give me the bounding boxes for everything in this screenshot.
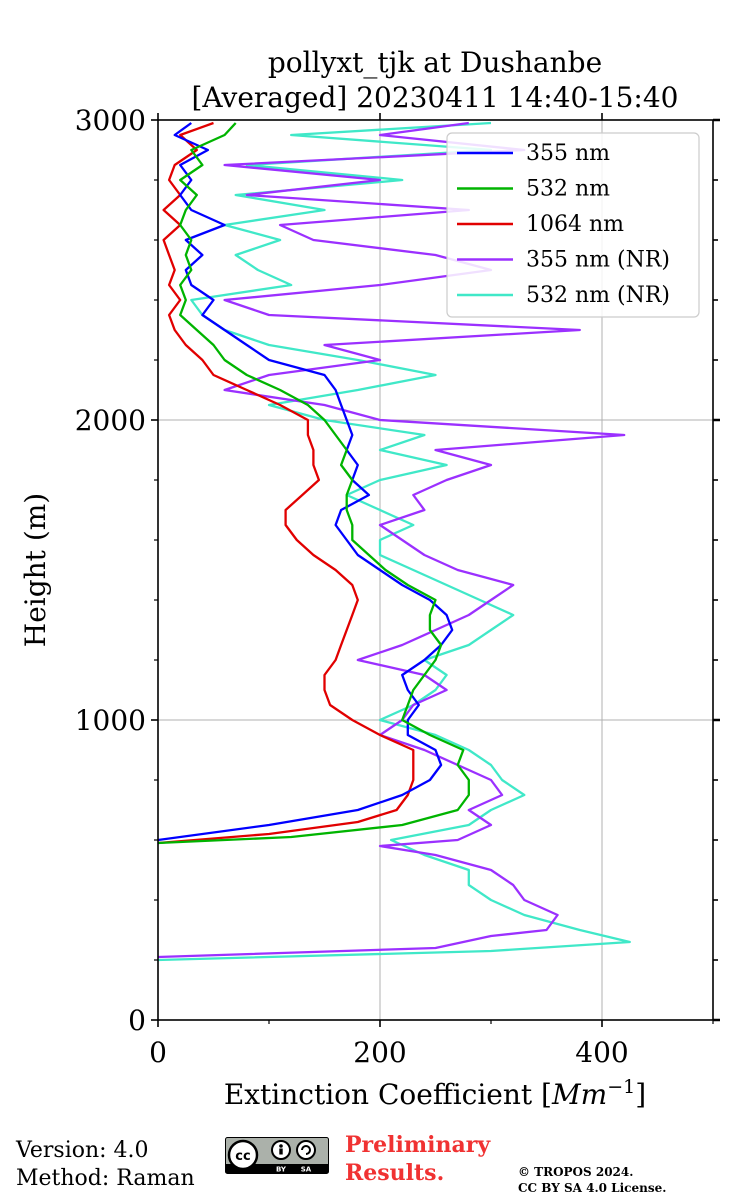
series-line-532-nm [158, 122, 470, 845]
extinction-profile-chart: pollyxt_tjk at Dushanbe [Averaged] 20230… [19, 46, 720, 1111]
legend-label: 1064 nm [526, 212, 624, 237]
legend-label: 532 nm [526, 177, 610, 202]
legend-box [446, 132, 700, 318]
x-tick-label: 400 [575, 1036, 628, 1069]
axes-frame [157, 119, 714, 1021]
series-line-1064-nm [158, 121, 415, 845]
axis-ticks: 0 200 400 0 1000 2000 3000 [75, 104, 720, 1069]
svg-text:BY: BY [276, 1166, 287, 1174]
y-tick-label: 0 [128, 1004, 146, 1037]
legend-label: 355 nm (NR) [526, 248, 670, 273]
x-tick-label: 200 [353, 1036, 406, 1069]
chart-title-line1: pollyxt_tjk at Dushanbe [268, 46, 602, 79]
series-line-355-nm [158, 122, 454, 842]
x-tick-label: 0 [149, 1036, 167, 1069]
x-axis-label-unit: Mm [551, 1078, 607, 1111]
svg-text:SA: SA [301, 1166, 312, 1174]
results-label: Results. [345, 1160, 445, 1186]
x-axis-label-exponent: −1 [607, 1076, 635, 1098]
legend-label: 355 nm [526, 141, 610, 166]
copyright-text: © TROPOS 2024. [518, 1165, 634, 1179]
chart-title-line2: [Averaged] 20230411 14:40-15:40 [192, 81, 679, 114]
legend: 355 nm 532 nm 1064 nm 355 nm (NR) 532 nm (NR… [446, 132, 700, 318]
y-tick-label: 3000 [75, 104, 146, 137]
method-text: Method: Raman [16, 1166, 195, 1191]
y-axis-label: Height (m) [19, 493, 52, 647]
y-tick-label: 2000 [75, 404, 146, 437]
license-text: CC BY SA 4.0 License. [518, 1181, 667, 1195]
legend-label: 532 nm (NR) [526, 283, 670, 308]
cc-by-sa-icon: cc BY SA [225, 1137, 329, 1174]
chart-title: pollyxt_tjk at Dushanbe [Averaged] 20230… [192, 46, 679, 114]
series-line-532-nm-nr [158, 121, 631, 962]
x-axis-label-text: Extinction Coefficient [ [224, 1078, 552, 1111]
version-text: Version: 4.0 [16, 1138, 149, 1163]
x-axis-label: Extinction Coefficient [Mm−1] [224, 1076, 646, 1111]
svg-text:cc: cc [235, 1149, 250, 1164]
x-axis-label-close: ] [635, 1078, 646, 1111]
preliminary-label: Preliminary [345, 1132, 491, 1158]
y-tick-label: 1000 [75, 704, 146, 737]
